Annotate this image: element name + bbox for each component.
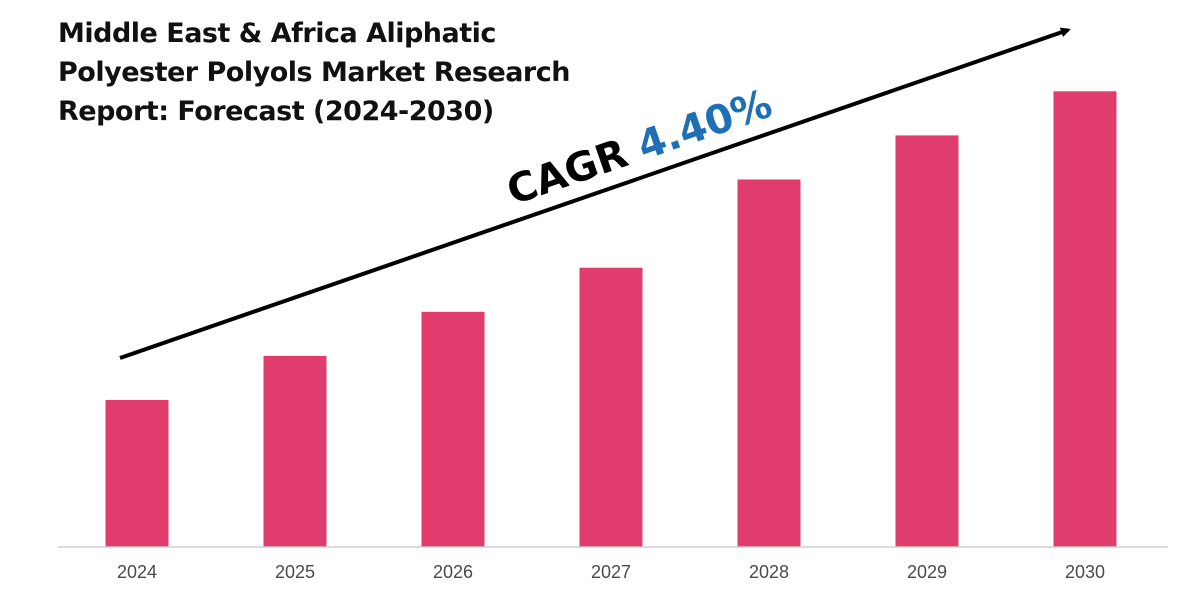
chart-title: Middle East & Africa Aliphatic Polyester… <box>58 14 618 131</box>
trend-arrow <box>119 27 1071 360</box>
x-tick-label: 2025 <box>275 562 315 582</box>
x-tick-label: 2026 <box>433 562 473 582</box>
bar-2025 <box>263 355 327 547</box>
bar-2024 <box>105 400 169 547</box>
chart-title-line-1: Middle East & Africa Aliphatic <box>58 18 496 49</box>
x-tick-label: 2029 <box>907 562 947 582</box>
cagr-annotation: CAGR 4.40% <box>501 81 778 215</box>
bar-2029 <box>895 135 959 547</box>
x-tick-label: 2030 <box>1065 562 1105 582</box>
svg-text:CAGR 4.40%: CAGR 4.40% <box>501 81 778 215</box>
bar-2030 <box>1053 91 1117 548</box>
chart-title-line-3: Report: Forecast (2024-2030) <box>58 96 494 127</box>
bar-2026 <box>421 311 485 547</box>
chart-title-line-2: Polyester Polyols Market Research <box>58 57 570 88</box>
bar-2027 <box>579 267 643 547</box>
x-tick-label: 2024 <box>117 562 157 582</box>
bar-2028 <box>737 179 801 547</box>
x-tick-label: 2028 <box>749 562 789 582</box>
x-tick-label: 2027 <box>591 562 631 582</box>
